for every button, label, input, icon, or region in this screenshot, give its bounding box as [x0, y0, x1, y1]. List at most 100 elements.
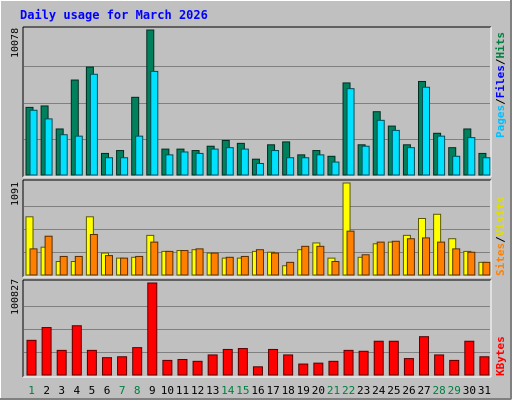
- sites-bar: [59, 255, 68, 276]
- files-bar: [165, 154, 174, 176]
- sites-bar: [316, 245, 325, 276]
- x-tick-label: 25: [387, 384, 400, 397]
- x-tick-label: 2: [43, 384, 50, 397]
- files-bar: [225, 147, 234, 176]
- files-bar: [210, 148, 219, 176]
- files-bar: [482, 157, 491, 176]
- files-bar: [74, 135, 83, 176]
- x-tick-label: 9: [149, 384, 156, 397]
- files-bar: [44, 118, 53, 176]
- sites-bar: [120, 257, 129, 276]
- sites-bar: [452, 248, 461, 276]
- kbytes-bar: [268, 348, 279, 376]
- files-bar: [286, 157, 295, 176]
- x-tick-label: 11: [176, 384, 189, 397]
- sites-bar: [74, 255, 83, 276]
- sites-bar: [437, 241, 446, 276]
- kbytes-bar: [101, 357, 112, 376]
- x-tick-label: 30: [463, 384, 476, 397]
- sites-bar: [406, 238, 415, 276]
- kbytes-bar: [237, 348, 248, 376]
- kbytes-bar: [71, 325, 82, 376]
- files-bar: [361, 145, 370, 176]
- kbytes-bar: [449, 359, 460, 376]
- files-bar: [120, 157, 129, 176]
- hits-files-legend: Pages/Files/Hits: [494, 32, 507, 138]
- x-tick-label: 18: [282, 384, 295, 397]
- sites-bar: [180, 250, 189, 276]
- files-bar: [240, 148, 249, 176]
- sites-bar: [422, 237, 431, 276]
- sites-bar: [89, 234, 98, 276]
- legend-sites: Sites: [494, 243, 507, 276]
- x-tick-label: 19: [297, 384, 310, 397]
- x-tick-label: 29: [448, 384, 461, 397]
- visits-sites-panel: [22, 179, 492, 278]
- x-tick-label: 7: [119, 384, 126, 397]
- files-bar: [346, 88, 355, 176]
- kbytes-bar: [388, 340, 399, 376]
- files-bar: [89, 73, 98, 176]
- kbytes-bar: [464, 340, 475, 376]
- sites-bar: [361, 254, 370, 276]
- sites-bar: [301, 245, 310, 276]
- legend-visits: Visits: [494, 197, 507, 237]
- files-bar: [255, 162, 264, 176]
- x-tick-label: 28: [433, 384, 446, 397]
- kbytes-bar: [434, 354, 445, 376]
- sites-bar: [195, 248, 204, 276]
- chart-title: Daily usage for March 2026: [20, 8, 208, 22]
- files-bar: [104, 157, 113, 176]
- sites-bar: [467, 251, 476, 276]
- files-bar: [271, 150, 280, 176]
- legend-files: Files: [494, 65, 507, 98]
- files-bar: [331, 161, 340, 176]
- x-tick-label: 3: [58, 384, 65, 397]
- hits-files-panel: [22, 26, 492, 178]
- x-tick-label: 16: [251, 384, 264, 397]
- legend-sep-2: /: [494, 58, 507, 65]
- x-tick-label: 22: [342, 384, 355, 397]
- legend-sep-1: /: [494, 98, 507, 105]
- x-tick-label: 8: [134, 384, 141, 397]
- files-bar: [29, 109, 38, 176]
- sites-bar: [104, 255, 113, 276]
- kbytes-bar: [358, 350, 369, 376]
- visits-max-label: 1091: [10, 182, 21, 206]
- sites-bar: [135, 255, 144, 276]
- x-tick-label: 15: [236, 384, 249, 397]
- files-bar: [437, 135, 446, 176]
- sites-bar: [210, 252, 219, 276]
- hits-max-label: 10078: [10, 28, 21, 58]
- legend-sep-3: /: [494, 236, 507, 243]
- sites-bar: [150, 241, 159, 276]
- legend-hits: Hits: [494, 32, 507, 59]
- kbytes-bar: [479, 356, 490, 376]
- files-bar: [195, 152, 204, 176]
- sites-bar: [331, 261, 340, 276]
- sites-bar: [271, 252, 280, 276]
- kbytes-bar: [313, 362, 324, 376]
- sites-bar: [286, 261, 295, 276]
- kbytes-bar: [403, 358, 414, 376]
- visits-sites-legend: Sites/Visits: [494, 197, 507, 277]
- sites-bar: [376, 241, 385, 276]
- kbytes-bar: [298, 363, 309, 376]
- kbytes-bar: [56, 349, 67, 376]
- kbytes-bar: [283, 354, 294, 376]
- x-tick-label: 23: [357, 384, 370, 397]
- kbytes-bar: [419, 336, 430, 376]
- kbytes-bar: [177, 358, 188, 376]
- kbytes-bar: [328, 360, 339, 376]
- files-bar: [316, 154, 325, 176]
- x-tick-label: 26: [402, 384, 415, 397]
- kbytes-bar: [86, 349, 97, 376]
- files-bar: [376, 119, 385, 176]
- kbytes-bar: [41, 327, 52, 376]
- kbytes-bar: [222, 348, 233, 376]
- x-tick-label: 17: [266, 384, 279, 397]
- files-bar: [391, 129, 400, 176]
- x-axis-labels: 1 2 3 4 5 6 7 8 9 10 11 12 13 14 15 16 17 18 19 20 21 22 23 24 2…: [28, 384, 491, 397]
- legend-pages: Pages: [494, 105, 507, 138]
- sites-bar: [391, 240, 400, 276]
